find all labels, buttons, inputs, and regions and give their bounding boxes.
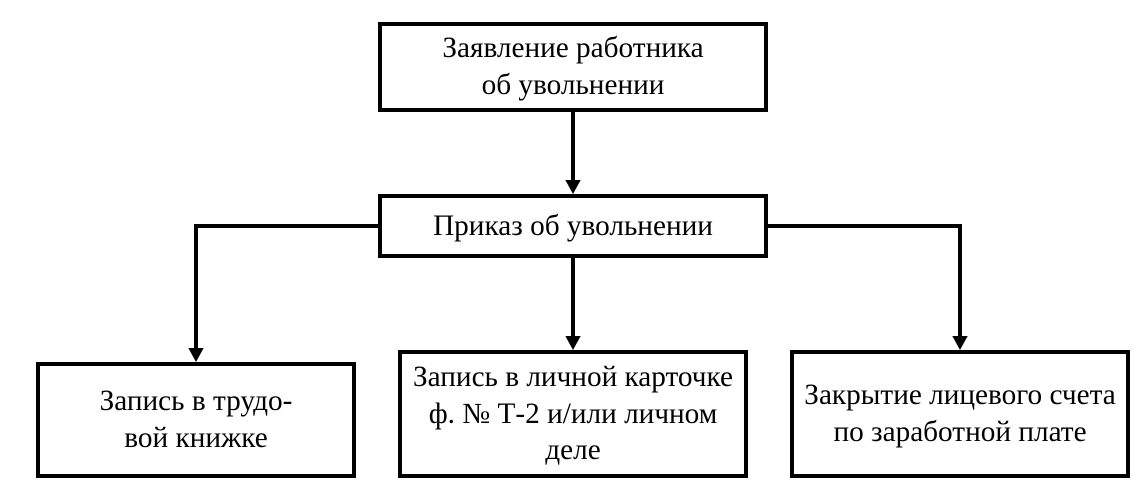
flowchart-node-n3: Запись в трудо- вой книжке <box>36 362 356 478</box>
flowchart-node-label: Приказ об увольнении <box>392 208 754 245</box>
arrowhead-icon <box>565 336 580 350</box>
flowchart-node-label: Запись в трудо- вой книжке <box>50 383 342 456</box>
flowchart-edge-n2-n5 <box>768 226 960 336</box>
flowchart-node-n2: Приказ об увольнении <box>378 194 768 258</box>
flowchart-node-label: Закрытие лицевого счета по заработной пл… <box>804 377 1116 450</box>
flowchart-node-n5: Закрытие лицевого счета по заработной пл… <box>790 350 1130 478</box>
arrowhead-icon <box>952 336 967 350</box>
arrowhead-icon <box>188 348 203 362</box>
flowchart-edge-n2-n3 <box>196 226 378 348</box>
arrowhead-icon <box>565 180 580 194</box>
flowchart-node-label: Запись в личной карточке ф. № Т-2 и/или … <box>412 359 734 469</box>
flowchart-node-label: Заявление работника об увольнении <box>392 30 754 103</box>
flowchart-node-n4: Запись в личной карточке ф. № Т-2 и/или … <box>398 350 748 478</box>
flowchart-node-n1: Заявление работника об увольнении <box>378 22 768 112</box>
